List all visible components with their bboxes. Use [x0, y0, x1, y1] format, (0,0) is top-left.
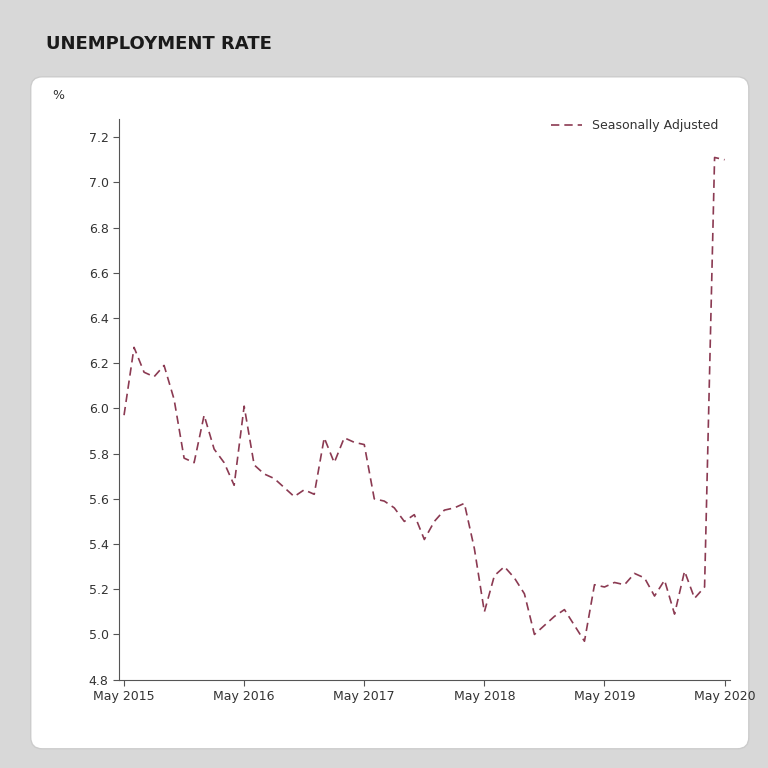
Text: UNEMPLOYMENT RATE: UNEMPLOYMENT RATE: [46, 35, 272, 52]
Legend: Seasonally Adjusted: Seasonally Adjusted: [546, 114, 723, 137]
Text: %: %: [52, 89, 65, 102]
